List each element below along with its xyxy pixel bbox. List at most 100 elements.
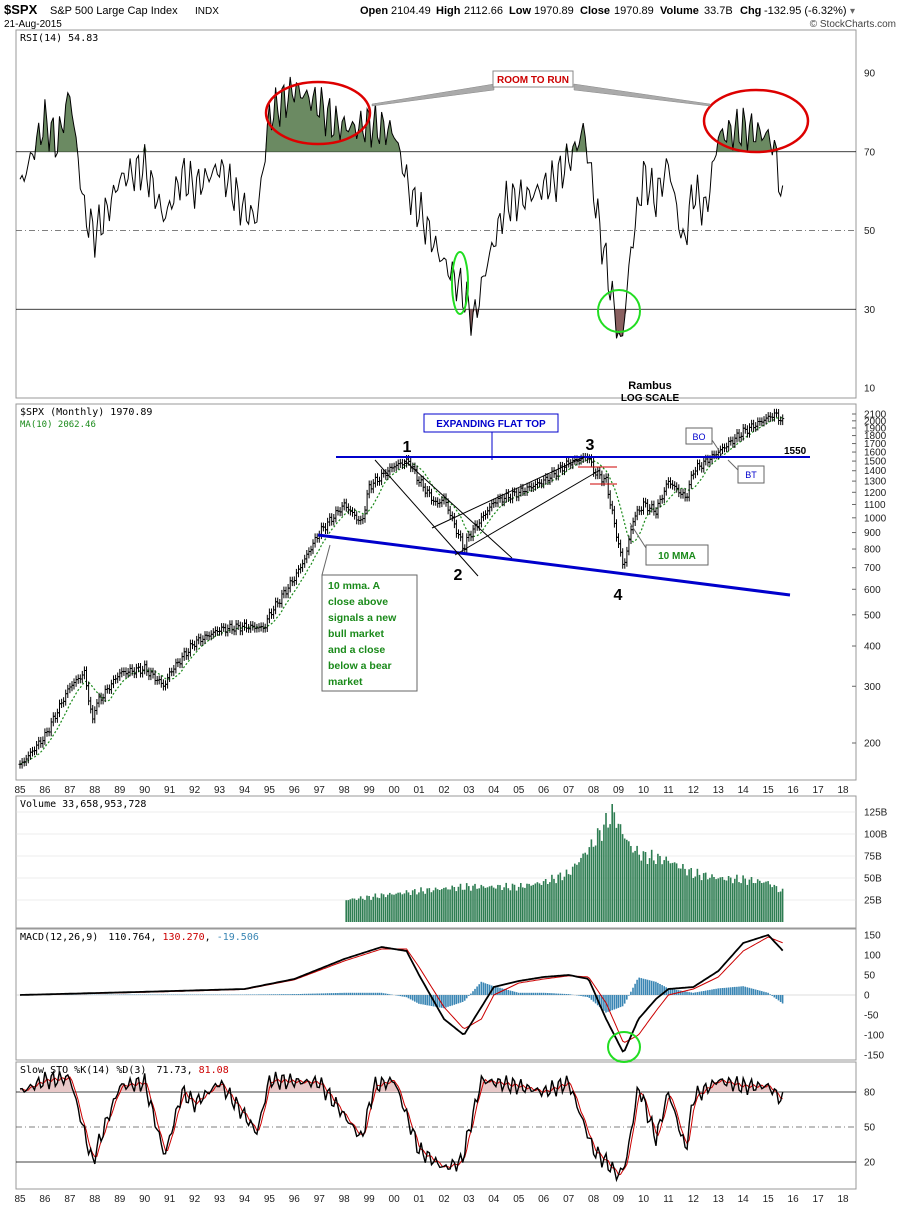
macd-hist-bar: [659, 984, 661, 995]
volume-bar: [634, 850, 636, 922]
axis-tick-label: 25B: [864, 896, 882, 907]
x-tick-label: 12: [688, 785, 700, 796]
axis-tick-label: 1900: [864, 424, 887, 435]
macd-hist-bar: [717, 988, 719, 995]
volume-bar: [700, 880, 703, 922]
volume-bar: [607, 827, 609, 922]
volume-bar: [364, 899, 366, 922]
x-tick-label: 89: [114, 1194, 126, 1205]
macd-legend-group: MACD(12,26,9) 110.764, 130.270, -19.506: [20, 932, 259, 943]
axis-tick-label: -150: [864, 1051, 884, 1062]
volume-bar: [717, 878, 719, 922]
macd-hist-bar: [476, 986, 478, 995]
macd-hist-bar: [260, 994, 262, 995]
macd-hist-bar: [601, 995, 603, 1009]
macd-hist-bar: [721, 988, 724, 995]
volume-bar: [503, 887, 505, 922]
volume-bar: [567, 874, 570, 922]
macd-hist-bar: [578, 995, 580, 996]
macd-hist-bar: [374, 992, 377, 995]
x-tick-label: 08: [588, 1194, 600, 1205]
volume-bar: [544, 879, 547, 922]
macd-hist-bar: [613, 995, 616, 1010]
price-series: [18, 408, 785, 769]
volume-bar: [526, 883, 528, 922]
axis-tick-label: 800: [864, 545, 881, 556]
x-tick-label: 01: [413, 1194, 425, 1205]
macd-legend-sep: ,: [205, 932, 217, 943]
volume-bar: [759, 880, 761, 922]
macd-hist-bar: [411, 995, 414, 1001]
volume-bar: [642, 851, 645, 922]
macd-hist-bar: [359, 992, 362, 995]
volume-bar: [391, 894, 393, 922]
axis-tick-label: 600: [864, 585, 881, 596]
x-tick-label: 87: [64, 1194, 76, 1205]
macd-hist-bar: [565, 994, 568, 995]
macd-hist-bar: [557, 993, 559, 995]
volume-bar: [405, 890, 408, 922]
macd-hist-bar: [655, 981, 657, 995]
x-tick-label: 18: [837, 785, 849, 796]
macd-hist-bar: [675, 989, 678, 995]
macd-hist-bar: [623, 995, 626, 1004]
volume-bar: [601, 840, 603, 922]
axis-tick-label: 1100: [864, 500, 886, 511]
axis-tick-label: 150: [864, 931, 881, 942]
macd-hist-bar: [727, 987, 730, 995]
macd-hist-bar: [528, 992, 530, 995]
volume-bar: [605, 813, 607, 922]
volume-bar: [779, 891, 782, 922]
bt-text: BT: [745, 470, 757, 480]
macd-hist-bar: [507, 990, 510, 995]
macd-hist-bar: [719, 988, 722, 995]
volume-bar: [397, 892, 399, 922]
bt-pointer: [727, 459, 739, 471]
volume-bar: [443, 887, 445, 922]
volume-bar: [650, 849, 653, 922]
volume-bar: [588, 847, 591, 922]
x-tick-label: 86: [39, 785, 51, 796]
axis-tick-label: 400: [864, 642, 881, 653]
x-tick-label: 01: [413, 785, 425, 796]
axis-tick-label: 1500: [864, 457, 887, 468]
volume-bar: [746, 884, 749, 922]
volume-bar: [781, 888, 784, 922]
volume-bar: [682, 864, 684, 922]
green-circle-macd: [607, 1031, 641, 1063]
macd-legend-v1: 110.764: [108, 932, 150, 943]
x-tick-label: 03: [463, 1194, 475, 1205]
sto-series: [19, 1070, 784, 1183]
x-tick-label: 91: [164, 1194, 176, 1205]
macd-panel: [15, 928, 857, 1061]
ten-mma-text: 10 MMA: [658, 551, 696, 562]
green-circle-2009: [597, 289, 641, 333]
macd-hist-bar: [511, 991, 514, 995]
macd-hist-bar: [767, 992, 769, 995]
volume-bar: [499, 885, 501, 922]
volume-bar: [615, 827, 618, 922]
volume-bar: [436, 889, 439, 922]
macd-hist-bar: [461, 995, 464, 1002]
volume-bar: [470, 890, 472, 922]
x-tick-label: 15: [763, 1194, 775, 1205]
macd-hist-bar: [682, 991, 684, 995]
macd-hist-bar: [409, 995, 412, 1000]
macd-hist-bar: [418, 995, 420, 1004]
macd-hist-bar: [416, 995, 418, 1003]
macd-hist-bar: [582, 995, 584, 997]
macd-hist-bar: [667, 988, 670, 995]
volume-bar: [563, 876, 566, 922]
macd-hist-bar: [547, 993, 549, 995]
macd-hist-bar: [663, 986, 665, 995]
volume-bar: [680, 868, 682, 922]
rsi-panel: [15, 29, 857, 399]
volume-value: 33.7B: [704, 5, 733, 17]
chg-dropdown-icon[interactable]: ▾: [850, 6, 855, 17]
volume-bar: [725, 880, 728, 922]
x-tick-label: 94: [239, 1194, 251, 1205]
volume-bar: [447, 889, 449, 922]
volume-bar: [418, 892, 420, 922]
macd-hist-bar: [488, 984, 491, 995]
volume-bar: [665, 856, 667, 922]
